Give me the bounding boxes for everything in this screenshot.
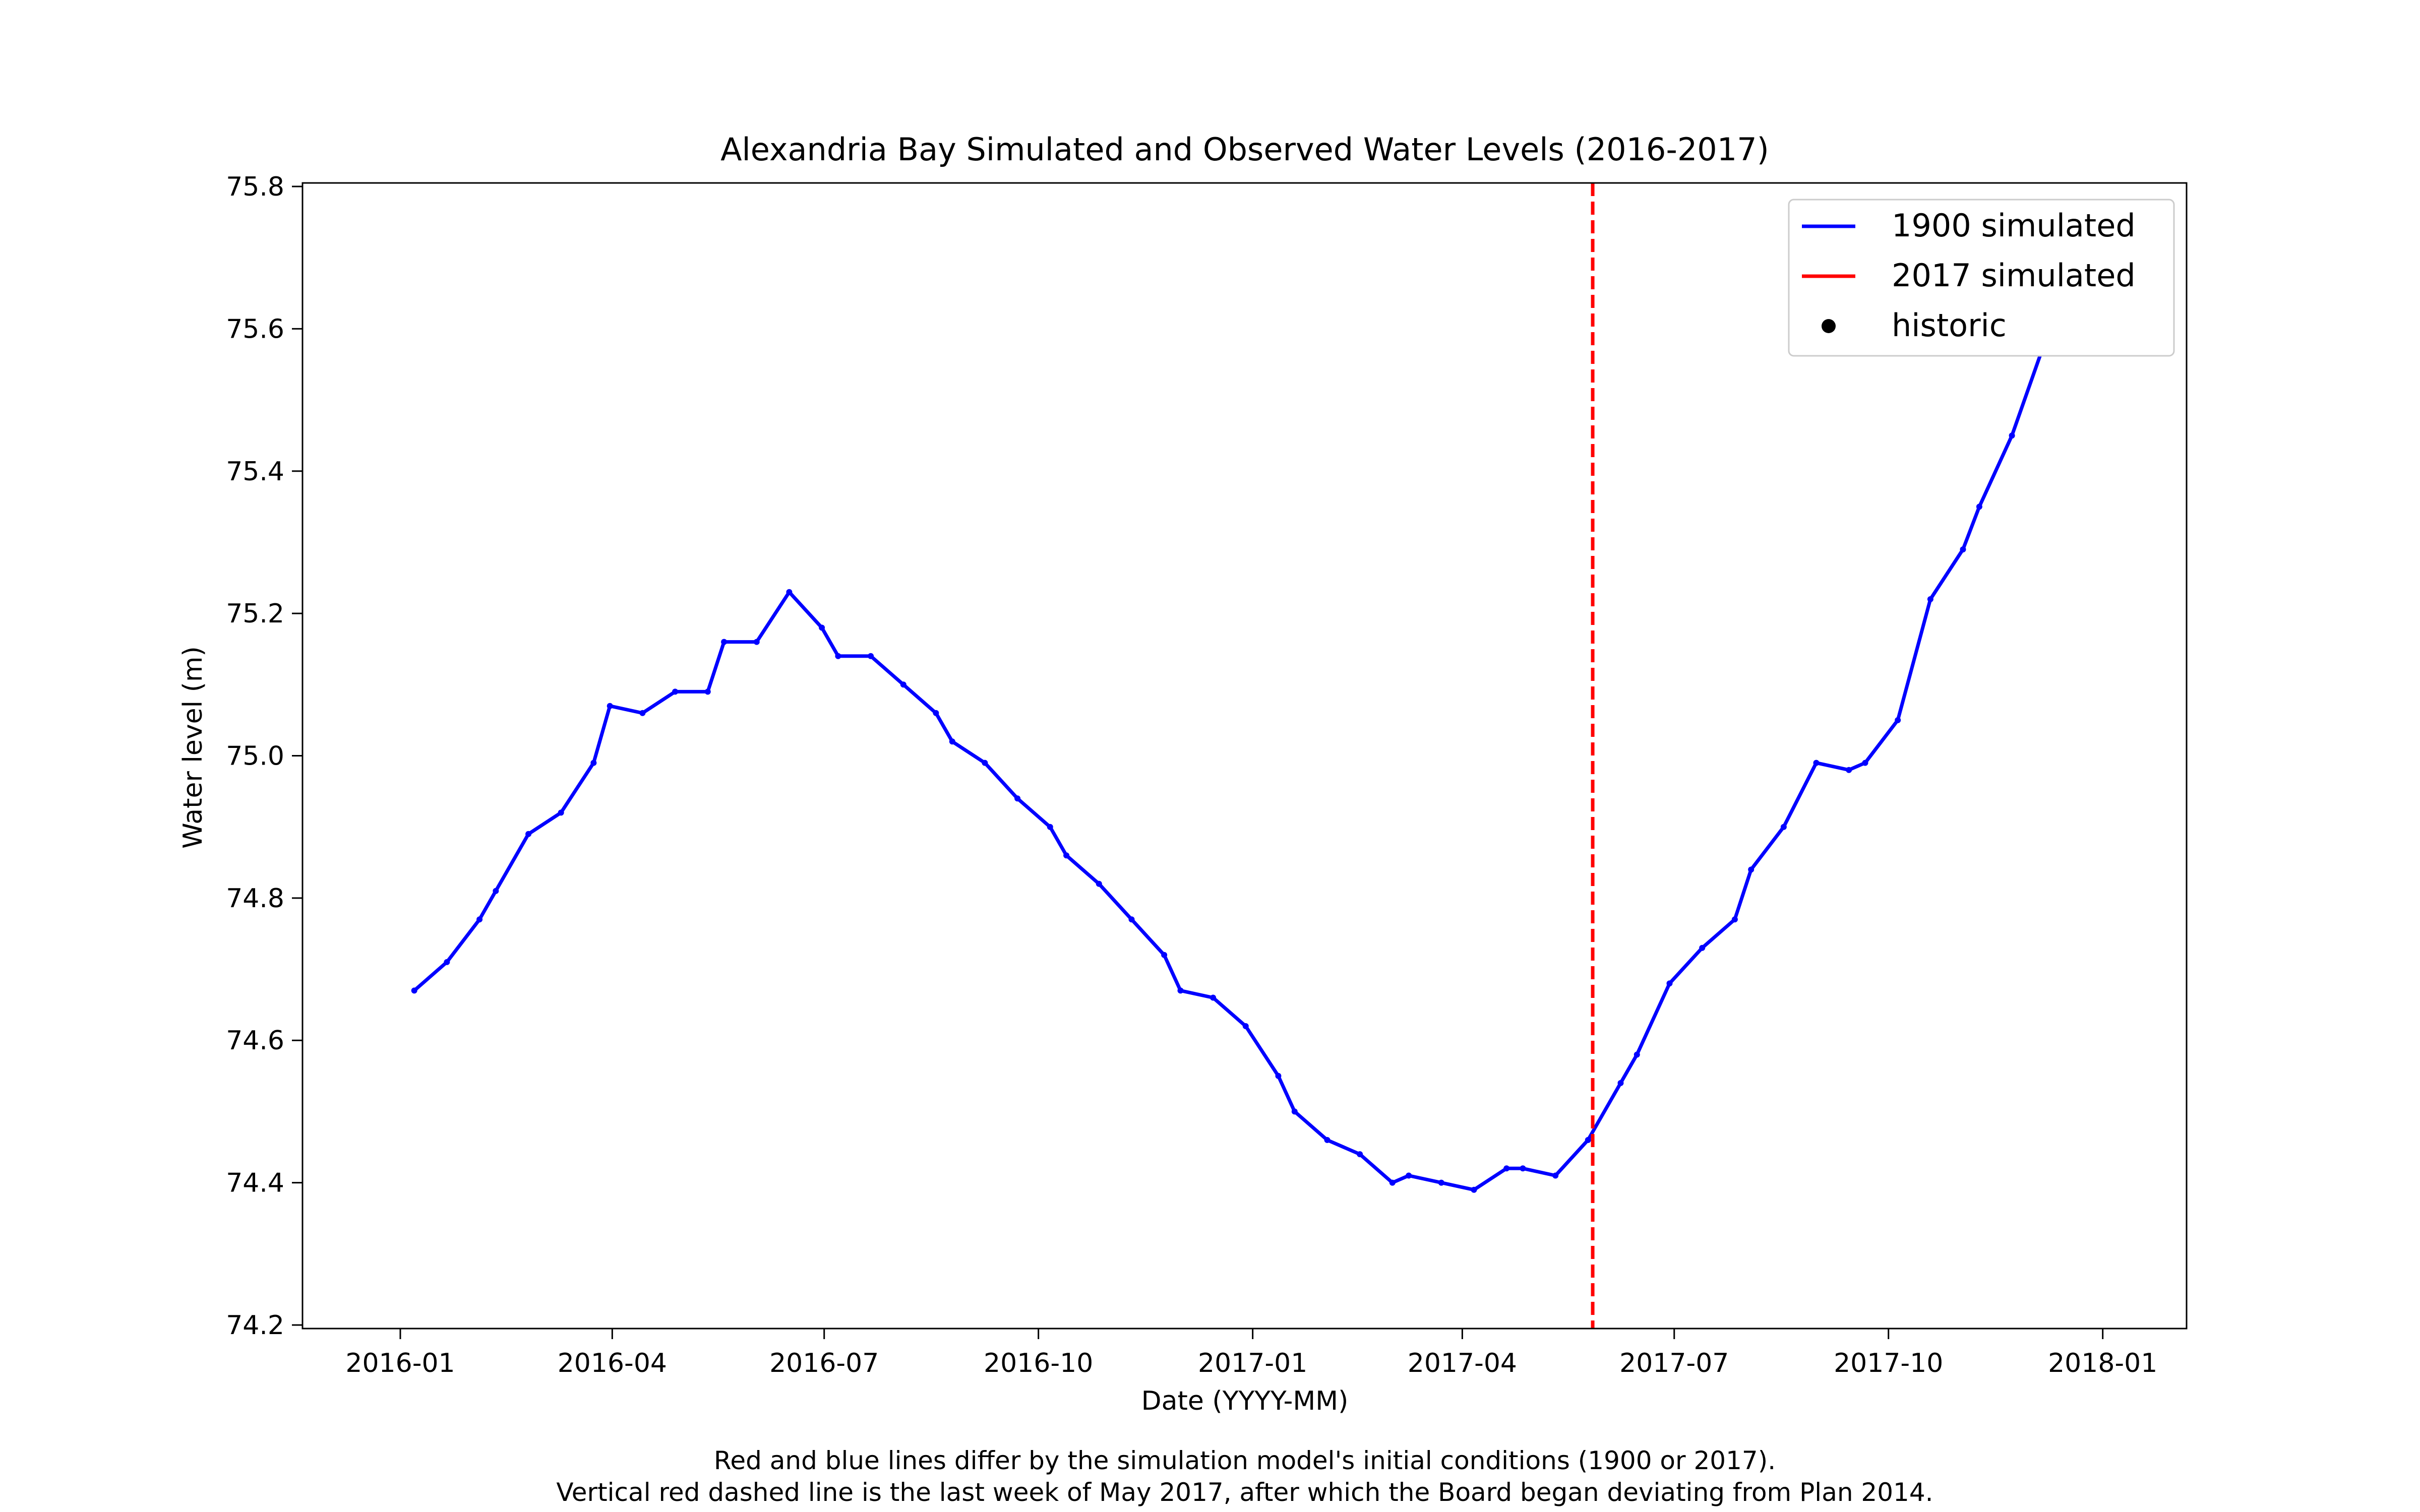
- series-1900-point-44: [1666, 980, 1673, 987]
- series-1900-point-32: [1324, 1137, 1330, 1143]
- series-1900-point-26: [1161, 952, 1168, 958]
- series-1900-point-25: [1128, 916, 1135, 923]
- legend-label-2017: 2017 simulated: [1892, 257, 2136, 294]
- series-1900-point-10: [704, 688, 711, 695]
- y-axis: 74.2 74.4 74.6 74.8 75.0 75.2 75.4 75.6 75.8: [226, 172, 302, 1341]
- plot-area: [411, 183, 2097, 1329]
- series-1900-point-53: [1927, 596, 1933, 602]
- series-1900-point-52: [1895, 717, 1901, 723]
- series-1900-point-36: [1438, 1179, 1444, 1186]
- x-tick-label-1: 2016-04: [558, 1348, 667, 1378]
- x-tick-label-3: 2016-10: [984, 1348, 1093, 1378]
- series-1900-point-27: [1177, 987, 1184, 994]
- series-1900-point-14: [819, 624, 825, 631]
- series-1900-point-19: [949, 738, 955, 745]
- series-1900-point-54: [1960, 546, 1966, 553]
- series-1900-point-33: [1357, 1151, 1363, 1158]
- y-axis-label: Water level (m): [178, 646, 208, 849]
- series-1900-point-43: [1634, 1051, 1640, 1058]
- series-1900-point-56: [2009, 432, 2015, 439]
- caption-line-1: Red and blue lines differ by the simulat…: [714, 1446, 1776, 1475]
- legend: 1900 simulated 2017 simulated historic: [1788, 199, 2175, 357]
- series-1900-line: [413, 235, 2095, 1192]
- series-1900-point-5: [558, 809, 564, 816]
- caption-line-2: Vertical red dashed line is the last wee…: [556, 1478, 1933, 1507]
- series-1900-point-49: [1813, 760, 1820, 766]
- x-tick-label-5: 2017-04: [1408, 1348, 1517, 1378]
- series-1900-point-13: [786, 589, 793, 595]
- series-1900-point-9: [672, 688, 679, 695]
- y-tick-label-4: 75.0: [226, 741, 284, 772]
- chart-title: Alexandria Bay Simulated and Observed Wa…: [720, 131, 1769, 168]
- x-tick-label-0: 2016-01: [345, 1348, 455, 1378]
- series-1900-point-11: [721, 639, 728, 645]
- series-1900-point-48: [1780, 824, 1787, 830]
- y-tick-label-5: 75.2: [226, 599, 284, 629]
- y-tick-label-0: 74.2: [226, 1310, 284, 1341]
- x-tick-label-8: 2018-01: [2048, 1348, 2157, 1378]
- series-1900-point-16: [868, 653, 874, 659]
- series-1900-point-15: [835, 653, 841, 659]
- y-tick-label-1: 74.4: [226, 1168, 284, 1199]
- x-tick-label-7: 2017-10: [1834, 1348, 1943, 1378]
- series-1900-point-29: [1242, 1023, 1249, 1029]
- y-tick-label-6: 75.4: [226, 457, 284, 487]
- series-1900-point-17: [900, 681, 906, 688]
- x-tick-label-2: 2016-07: [769, 1348, 879, 1378]
- y-tick-label-3: 74.8: [226, 884, 284, 914]
- series-1900-point-2: [476, 916, 483, 923]
- series-1900-point-6: [590, 760, 597, 766]
- series-1900-point-35: [1406, 1172, 1412, 1179]
- series-1900-point-34: [1389, 1179, 1396, 1186]
- series-1900-point-41: [1585, 1137, 1591, 1143]
- series-1900-point-20: [982, 760, 988, 766]
- series-1900-point-45: [1699, 944, 1706, 951]
- x-tick-label-6: 2017-07: [1619, 1348, 1729, 1378]
- series-1900-point-39: [1520, 1165, 1526, 1172]
- y-tick-label-7: 75.6: [226, 314, 284, 344]
- legend-label-1900: 1900 simulated: [1892, 207, 2136, 244]
- series-1900-simulated: [411, 233, 2097, 1193]
- series-1900-point-46: [1731, 916, 1738, 923]
- series-1900-point-30: [1275, 1073, 1282, 1079]
- series-1900-point-37: [1471, 1186, 1477, 1193]
- series-1900-point-1: [444, 959, 450, 965]
- series-1900-point-47: [1748, 866, 1754, 873]
- series-1900-point-51: [1862, 760, 1868, 766]
- series-1900-point-38: [1503, 1165, 1510, 1172]
- series-1900-point-40: [1552, 1172, 1559, 1179]
- legend-swatch-historic: [1822, 319, 1836, 333]
- series-1900-point-50: [1846, 767, 1852, 773]
- y-tick-label-8: 75.8: [226, 172, 284, 202]
- series-1900-point-8: [639, 710, 646, 716]
- series-1900-point-28: [1210, 994, 1217, 1001]
- series-1900-point-4: [525, 831, 532, 837]
- series-1900-point-12: [753, 639, 760, 645]
- series-1900-point-23: [1063, 852, 1070, 859]
- x-axis: 2016-01 2016-04 2016-07 2016-10 2017-01 2017-…: [345, 1329, 2157, 1378]
- series-1900-point-18: [933, 710, 939, 716]
- series-1900-point-42: [1617, 1080, 1624, 1086]
- y-tick-label-2: 74.6: [226, 1026, 284, 1056]
- series-1900-point-55: [1976, 503, 1982, 510]
- series-1900-point-7: [607, 703, 613, 709]
- legend-frame: [1788, 199, 2175, 357]
- x-tick-label-4: 2017-01: [1198, 1348, 1307, 1378]
- series-1900-point-24: [1096, 880, 1102, 887]
- x-axis-label: Date (YYYY-MM): [1141, 1386, 1349, 1416]
- series-1900-point-0: [411, 987, 417, 994]
- legend-label-historic: historic: [1892, 307, 2007, 344]
- series-1900-point-31: [1291, 1108, 1298, 1115]
- series-1900-point-22: [1047, 824, 1053, 830]
- series-1900-point-3: [493, 888, 499, 894]
- series-1900-point-21: [1014, 795, 1021, 802]
